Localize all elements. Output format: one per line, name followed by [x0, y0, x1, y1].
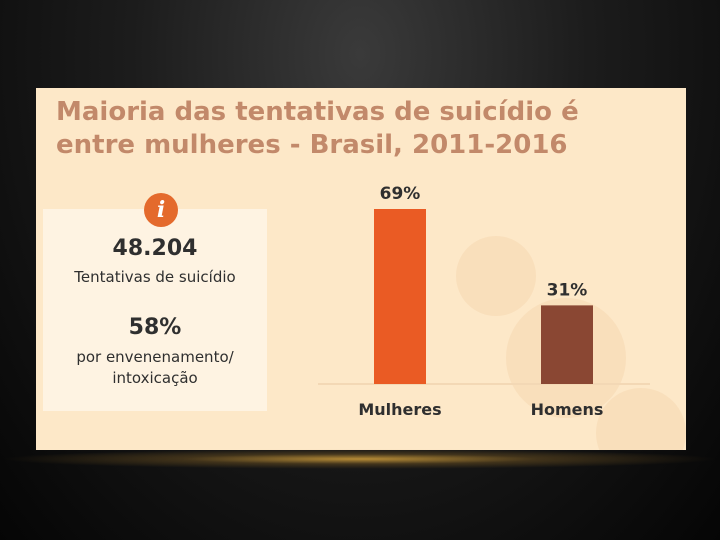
info-box [43, 209, 267, 411]
category-label: Homens [531, 400, 604, 419]
bar-value-label: 31% [547, 280, 588, 300]
stat-poisoning-label: por envenenamento/ intoxicação [76, 348, 234, 387]
stat-attempts-value: 48.204 [112, 236, 198, 261]
bar-homens [541, 305, 593, 384]
bar-value-label: 69% [380, 184, 421, 204]
info-icon: i [144, 193, 178, 227]
floor-reflection [0, 449, 720, 469]
stat-poisoning-value: 58% [128, 315, 182, 340]
category-label: Mulheres [358, 400, 441, 419]
bar-mulheres [374, 209, 426, 384]
slide-title: Maioria das tentativas de suicídio é ent… [56, 97, 579, 160]
background-decoration [456, 236, 536, 316]
stat-attempts-label: Tentativas de suicídio [74, 268, 236, 286]
